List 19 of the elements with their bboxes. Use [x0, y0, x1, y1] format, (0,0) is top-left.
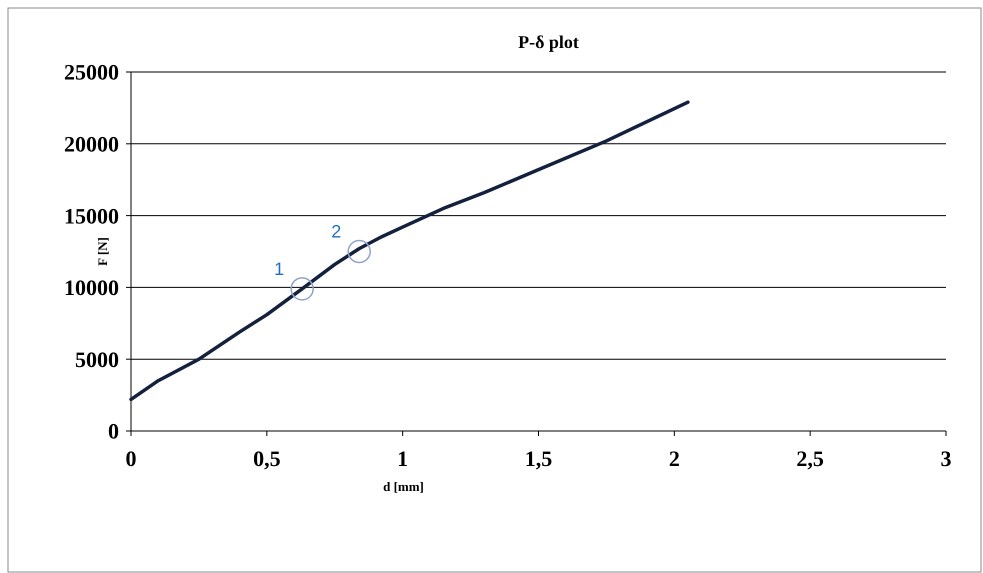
y-tick-label: 20000 — [64, 132, 119, 156]
annotation: 1 — [274, 258, 284, 279]
y-tick-label: 25000 — [64, 60, 119, 85]
y-tick-label: 15000 — [64, 203, 119, 228]
y-tick-label: 5000 — [75, 346, 119, 372]
x-axis-title: d [mm] — [383, 479, 424, 494]
x-tick-label: 0,5 — [253, 446, 281, 471]
y-tick-label: 10000 — [64, 275, 119, 300]
y-tick-label: 0 — [108, 418, 119, 444]
x-tick-label: 1 — [397, 446, 408, 471]
line-series — [129, 100, 690, 402]
x-tick-label: 1,5 — [524, 446, 552, 471]
x-tick-label: 2,5 — [796, 446, 824, 471]
y-axis-title: F [N] — [95, 237, 110, 266]
annotation: 2 — [331, 222, 342, 242]
chart-title: P-δ plot — [518, 32, 579, 52]
x-tick-label: 0 — [126, 446, 136, 471]
x-tick-label: 2 — [668, 446, 680, 471]
x-tick-label: 3 — [940, 446, 952, 471]
